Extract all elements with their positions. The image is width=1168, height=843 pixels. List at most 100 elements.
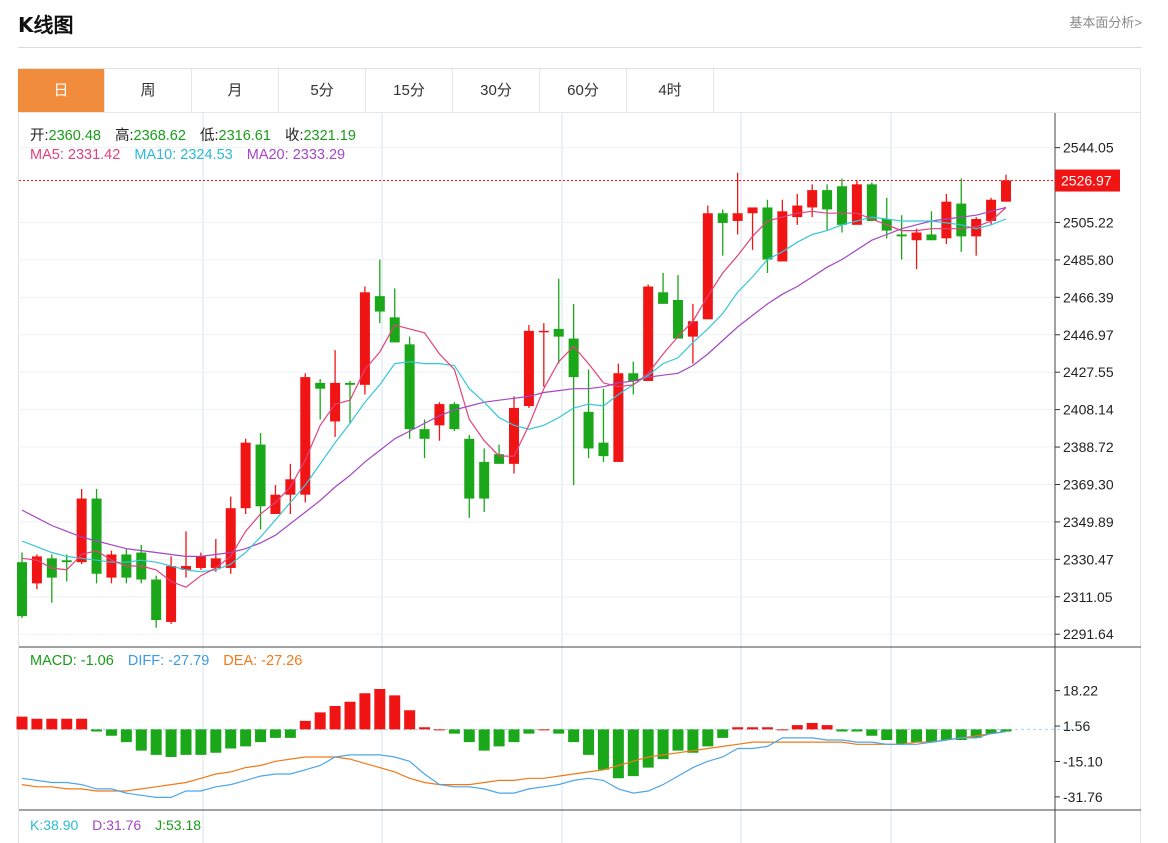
- y-tick-label: 2446.97: [1063, 327, 1114, 343]
- y-tick-label: 2349.89: [1063, 514, 1114, 530]
- macd-bar-negative: [896, 729, 908, 745]
- macd-bar-positive: [776, 729, 788, 731]
- candle-body-down: [673, 299, 683, 339]
- header-divider: [18, 47, 1142, 48]
- candle-body-down: [404, 344, 415, 430]
- macd-bar-negative: [195, 729, 207, 755]
- candle-body-up: [270, 494, 281, 514]
- macd-bar-negative: [866, 729, 878, 736]
- macd-bar-positive: [404, 710, 416, 730]
- tab-day[interactable]: 日: [18, 69, 105, 112]
- candle-body-down: [449, 404, 460, 430]
- candle-body-down: [926, 234, 937, 241]
- ma5-label: MA5:: [30, 147, 64, 163]
- candle-body-up: [613, 373, 624, 462]
- candle-body-down: [345, 382, 355, 385]
- macd-tick-label: -31.76: [1063, 789, 1103, 805]
- y-tick-label: 2485.80: [1063, 252, 1114, 268]
- candle-body-down: [479, 461, 490, 499]
- candle-body-down: [61, 560, 72, 563]
- candle-body-down: [494, 454, 505, 464]
- macd-bar-negative: [717, 729, 729, 738]
- diff-value: -27.79: [168, 653, 210, 669]
- macd-bar-negative: [180, 729, 192, 755]
- macd-bar-negative: [568, 729, 580, 743]
- macd-bar-negative: [105, 729, 117, 736]
- macd-bar-negative: [985, 729, 997, 734]
- ma20-label: MA20:: [246, 147, 289, 163]
- tab-week[interactable]: 周: [105, 69, 192, 112]
- candle-body-down: [717, 213, 728, 223]
- candle-body-down: [822, 190, 833, 210]
- candle-body-up: [687, 321, 698, 337]
- candle-body-down: [598, 442, 609, 457]
- macd-bar-negative: [1000, 729, 1012, 732]
- y-tick-label: 2466.39: [1063, 289, 1114, 305]
- d-value: 31.76: [106, 817, 142, 833]
- macd-bar-positive: [821, 725, 833, 730]
- kdj-readout: K:38.90 D:31.76 J:53.18: [30, 817, 201, 833]
- macd-bar-negative: [955, 729, 967, 740]
- macd-bar-negative: [612, 729, 624, 779]
- ma-readout: MA5: 2331.42 MA10: 2324.53 MA20: 2333.29: [30, 147, 345, 163]
- macd-bar-negative: [463, 729, 475, 743]
- macd-bar-negative: [269, 729, 281, 738]
- candle-body-up: [851, 184, 862, 225]
- candle-body-down: [583, 411, 594, 449]
- candle-body-up: [911, 232, 922, 241]
- ma10-label: MA10:: [134, 147, 177, 163]
- last-price-label: 2526.97: [1061, 173, 1112, 189]
- macd-tick-label: -15.10: [1063, 753, 1103, 769]
- macd-bar-positive: [747, 727, 759, 730]
- candle-body-up: [106, 554, 117, 578]
- candle-body-up: [971, 219, 982, 237]
- candle-body-down: [837, 186, 847, 225]
- candle-body-up: [777, 211, 788, 262]
- ma10-value: 2324.53: [180, 147, 233, 163]
- macd-bar-negative: [925, 729, 937, 743]
- macd-bar-negative: [657, 729, 669, 760]
- macd-bar-positive: [16, 716, 28, 730]
- tab-4hour[interactable]: 4时: [627, 69, 714, 112]
- candle-body-up: [509, 407, 519, 464]
- macd-bar-positive: [46, 718, 58, 730]
- candle-body-up: [31, 556, 42, 584]
- candle-body-up: [986, 199, 997, 221]
- candle-body-down: [762, 207, 773, 260]
- macd-bar-positive: [61, 718, 73, 730]
- macd-bar-negative: [225, 729, 237, 749]
- tab-5min[interactable]: 5分: [279, 69, 366, 112]
- tab-month[interactable]: 月: [192, 69, 279, 112]
- dea-value: -27.26: [261, 653, 303, 669]
- macd-readout: MACD: -1.06 DIFF: -27.79 DEA: -27.26: [30, 653, 302, 669]
- macd-bar-negative: [627, 729, 639, 777]
- y-tick-label: 2311.05: [1063, 589, 1113, 605]
- macd-bar-negative: [881, 729, 893, 740]
- macd-bar-positive: [806, 723, 818, 730]
- candle-body-up: [1001, 180, 1011, 202]
- tab-15min[interactable]: 15分: [366, 69, 453, 112]
- tab-60min[interactable]: 60分: [540, 69, 627, 112]
- candle-body-down: [553, 328, 564, 337]
- macd-bar-negative: [672, 729, 684, 751]
- last-price-tag: [1055, 169, 1120, 192]
- macd-bar-positive: [329, 706, 341, 730]
- y-tick-label: 2369.30: [1063, 476, 1114, 492]
- candle-body-down: [255, 444, 266, 507]
- d-label: D:: [92, 817, 107, 833]
- macd-bar-positive: [761, 727, 773, 730]
- macd-bar-positive: [419, 727, 431, 730]
- dea-line: [21, 730, 1007, 792]
- candle-body-up: [195, 556, 206, 568]
- macd-bar-positive: [433, 729, 445, 731]
- fundamental-analysis-link[interactable]: 基本面分析>: [1069, 15, 1142, 30]
- macd-bar-negative: [851, 729, 863, 732]
- dea-label: DEA:: [223, 653, 258, 669]
- k-value: 38.90: [43, 817, 79, 833]
- tabs-divider: [18, 112, 1141, 113]
- macd-bar-negative: [478, 729, 490, 751]
- candle-body-up: [240, 442, 251, 509]
- tab-30min[interactable]: 30分: [453, 69, 540, 112]
- candle-body-up: [76, 498, 87, 563]
